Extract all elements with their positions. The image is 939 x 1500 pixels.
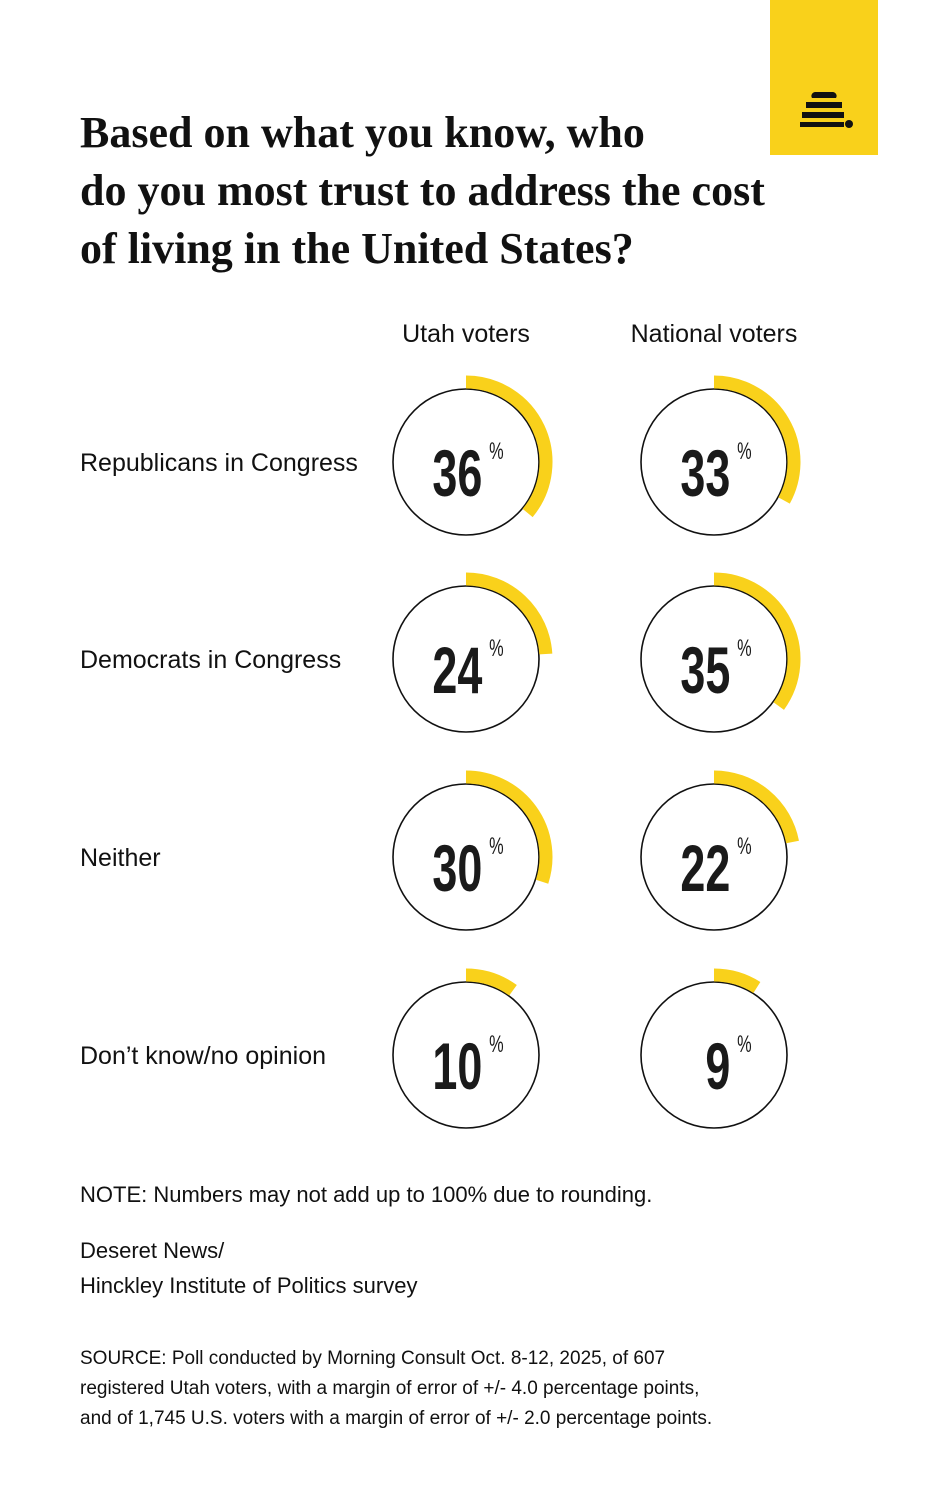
value-group: 22%: [680, 831, 751, 905]
value-label: 36: [432, 436, 482, 510]
column-header: National voters: [631, 320, 798, 348]
value-label: 33: [680, 436, 730, 510]
logo-icon: [800, 91, 853, 128]
value-unit: %: [489, 1031, 504, 1058]
logo-box: [770, 0, 878, 155]
row-label: Neither: [80, 844, 161, 872]
value-group: 30%: [432, 831, 503, 905]
circle-outline: [640, 388, 788, 536]
value-label: 35: [680, 633, 730, 707]
row-label: Don’t know/no opinion: [80, 1042, 326, 1070]
arc: [713, 375, 801, 504]
credit: Deseret News/: [80, 1238, 225, 1263]
value-group: 36%: [432, 436, 503, 510]
circle-outline: [392, 388, 540, 536]
note: NOTE: Numbers may not add up to 100% due…: [80, 1182, 652, 1207]
credit: Hinckley Institute of Politics survey: [80, 1273, 417, 1298]
value-group: 10%: [432, 1029, 503, 1103]
value-label: 24: [432, 633, 482, 707]
value-unit: %: [737, 1031, 752, 1058]
value-label: 30: [432, 831, 482, 905]
arc: [713, 572, 801, 710]
value-label: 9: [705, 1029, 730, 1103]
arc: [465, 770, 553, 884]
value-unit: %: [489, 635, 504, 662]
value-label: 22: [680, 831, 730, 905]
arc: [465, 968, 517, 996]
circle-outline: [392, 783, 540, 931]
column-header: Utah voters: [402, 320, 530, 348]
source: registered Utah voters, with a margin of…: [80, 1378, 699, 1399]
chart-title: do you most trust to address the cost: [80, 166, 765, 215]
arc: [713, 968, 761, 994]
value-group: 33%: [680, 436, 751, 510]
value-group: 9%: [705, 1029, 751, 1103]
source: SOURCE: Poll conducted by Morning Consul…: [80, 1348, 665, 1369]
circle-outline: [640, 981, 788, 1129]
value-unit: %: [489, 438, 504, 465]
source: and of 1,745 U.S. voters with a margin o…: [80, 1408, 712, 1429]
row-label: Republicans in Congress: [80, 449, 358, 477]
circle-outline: [392, 585, 540, 733]
chart-title: Based on what you know, who: [80, 108, 645, 157]
row-label: Democrats in Congress: [80, 646, 341, 674]
arc: [713, 770, 799, 844]
value-unit: %: [737, 635, 752, 662]
chart-title: of living in the United States?: [80, 224, 634, 273]
arc: [465, 375, 553, 518]
value-unit: %: [737, 438, 752, 465]
circle-outline: [640, 585, 788, 733]
value-label: 10: [432, 1029, 482, 1103]
arc: [465, 572, 553, 655]
value-unit: %: [489, 833, 504, 860]
value-unit: %: [737, 833, 752, 860]
value-group: 35%: [680, 633, 751, 707]
value-group: 24%: [432, 633, 503, 707]
circle-outline: [392, 981, 540, 1129]
circle-outline: [640, 783, 788, 931]
